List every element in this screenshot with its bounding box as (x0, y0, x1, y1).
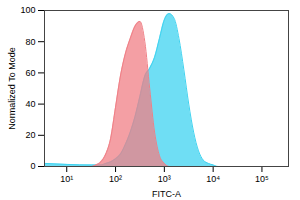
svg-text:10¹: 10¹ (60, 174, 73, 184)
svg-text:10⁵: 10⁵ (255, 174, 269, 184)
svg-text:10⁴: 10⁴ (206, 174, 220, 184)
svg-text:0: 0 (30, 161, 35, 171)
svg-text:100: 100 (20, 5, 35, 15)
svg-text:FITC-A: FITC-A (152, 189, 181, 199)
svg-text:10³: 10³ (158, 174, 171, 184)
svg-text:20: 20 (25, 130, 35, 140)
svg-text:40: 40 (25, 99, 35, 109)
svg-text:80: 80 (25, 37, 35, 47)
svg-text:60: 60 (25, 68, 35, 78)
svg-text:10²: 10² (109, 174, 122, 184)
svg-text:Normalized To Mode: Normalized To Mode (7, 47, 17, 129)
